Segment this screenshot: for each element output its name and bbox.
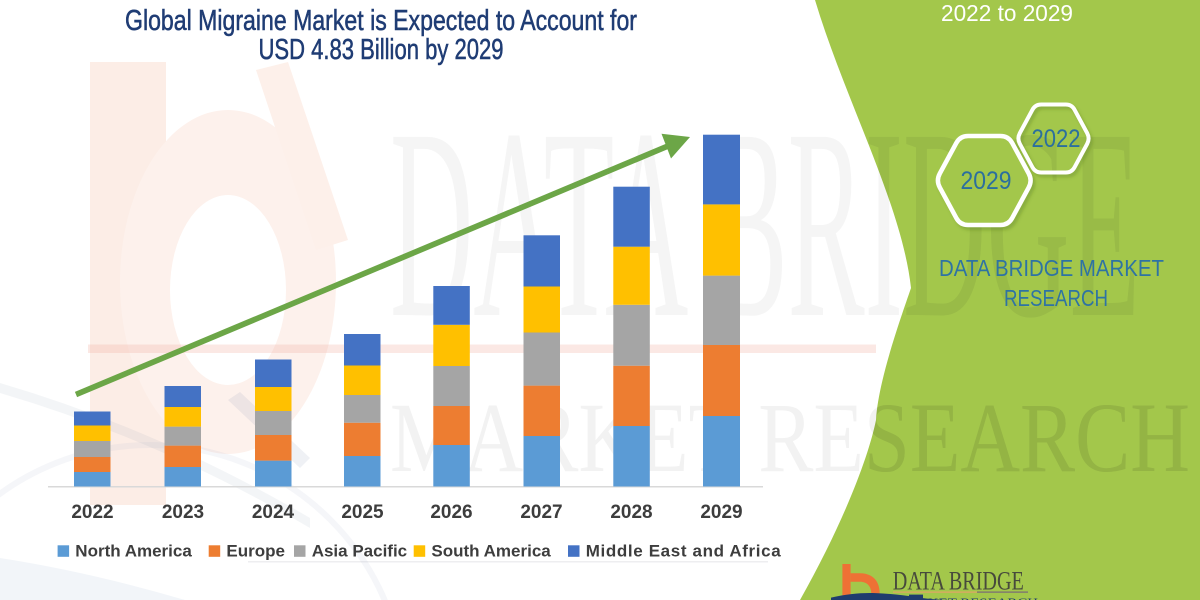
svg-text:2029: 2029 [700, 502, 742, 523]
svg-text:USD 4.83 Billion by 2029: USD 4.83 Billion by 2029 [259, 34, 504, 66]
svg-text:2024: 2024 [252, 502, 295, 523]
svg-text:2026: 2026 [430, 502, 472, 523]
svg-text:2027: 2027 [520, 502, 562, 523]
svg-text:2028: 2028 [610, 502, 652, 523]
svg-text:DATA BRIDGE MARKET: DATA BRIDGE MARKET [939, 255, 1164, 281]
svg-text:RESEARCH: RESEARCH [1004, 285, 1108, 311]
svg-text:2023: 2023 [162, 502, 204, 523]
svg-text:2025: 2025 [341, 502, 384, 523]
svg-text:MARKET RESEARCH: MARKET RESEARCH [390, 382, 1190, 493]
svg-text:Global Migraine Market is Expe: Global Migraine Market is Expected to Ac… [125, 5, 637, 37]
svg-text:Middle East and Africa: Middle East and Africa [586, 542, 782, 561]
svg-text:MARKET RESEARCH: MARKET RESEARCH [894, 597, 1038, 600]
svg-text:Asia Pacific: Asia Pacific [312, 542, 407, 561]
svg-text:2022: 2022 [71, 502, 113, 523]
svg-text:North America: North America [75, 542, 192, 561]
svg-text:2029: 2029 [961, 167, 1012, 195]
svg-text:2022 to 2029: 2022 to 2029 [941, 0, 1073, 26]
svg-text:Europe: Europe [226, 542, 285, 561]
svg-text:2022: 2022 [1032, 125, 1081, 153]
svg-text:DATA BRIDGE: DATA BRIDGE [893, 566, 1024, 595]
svg-text:South America: South America [431, 542, 551, 561]
